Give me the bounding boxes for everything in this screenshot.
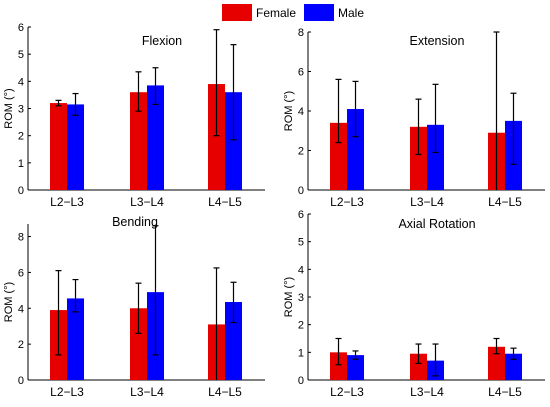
y-tick-label: 4 bbox=[298, 106, 304, 118]
y-tick-label: 2 bbox=[298, 146, 304, 158]
x-tick-label: L4−L5 bbox=[208, 385, 242, 399]
legend-swatch-female bbox=[222, 4, 252, 21]
chart-title: Flexion bbox=[142, 34, 182, 48]
y-tick-label: 8 bbox=[298, 27, 304, 39]
x-tick-label: L3−L4 bbox=[130, 195, 164, 209]
y-tick-label: 0 bbox=[18, 185, 24, 197]
y-tick-label: 3 bbox=[298, 292, 304, 304]
x-tick-label: L4−L5 bbox=[488, 195, 522, 209]
x-tick-label: L2−L3 bbox=[50, 385, 84, 399]
y-tick-label: 2 bbox=[298, 320, 304, 332]
chart-panel-bending: 0 2 4 6 8 ROM (°) Bending L2−L3 L3−L4 L4−L5 bbox=[3, 215, 265, 399]
chart-title: Axial Rotation bbox=[398, 217, 475, 231]
legend-label-male: Male bbox=[338, 6, 364, 20]
y-tick-label: 2 bbox=[18, 339, 24, 351]
y-axis-label: ROM (°) bbox=[3, 88, 15, 128]
y-tick-label: 5 bbox=[18, 49, 24, 61]
y-tick-label: 4 bbox=[298, 264, 304, 276]
bar-female-l2-l3 bbox=[330, 122, 348, 190]
y-tick-label: 6 bbox=[298, 209, 304, 221]
chart-title: Bending bbox=[112, 215, 158, 229]
y-tick-label: 6 bbox=[298, 67, 304, 79]
x-tick-label: L2−L3 bbox=[50, 195, 84, 209]
y-tick-label: 3 bbox=[18, 104, 24, 116]
bar-female-l2-l3 bbox=[50, 103, 68, 190]
y-tick-label: 6 bbox=[18, 22, 24, 34]
bar-male-l2-l3 bbox=[347, 109, 365, 190]
bar-female-l3-l4 bbox=[409, 353, 427, 380]
y-axis-label: ROM (°) bbox=[283, 277, 295, 317]
bar-male-l2-l3 bbox=[67, 104, 85, 190]
bar-male-l3-l4 bbox=[146, 85, 164, 190]
chart-panel-flexion: 0 1 2 3 4 5 6 ROM (°) Flexion L2−L3 L3−L4 L4−L5 bbox=[3, 22, 265, 209]
bar-female-l3-l4 bbox=[129, 92, 147, 190]
bar-male-l2-l3 bbox=[67, 298, 85, 380]
x-tick-label: L3−L4 bbox=[410, 385, 444, 399]
bar-male-l2-l3 bbox=[347, 355, 365, 380]
y-tick-label: 1 bbox=[18, 158, 24, 170]
x-tick-label: L4−L5 bbox=[488, 385, 522, 399]
y-tick-label: 0 bbox=[18, 375, 24, 387]
x-tick-label: L2−L3 bbox=[330, 385, 364, 399]
y-tick-label: 6 bbox=[18, 267, 24, 279]
y-tick-label: 4 bbox=[18, 76, 24, 88]
x-tick-label: L4−L5 bbox=[208, 195, 242, 209]
y-tick-label: 0 bbox=[298, 375, 304, 387]
bar-female-l4-l5 bbox=[487, 346, 505, 380]
chart-panel-extension: 0 2 4 6 8 ROM (°) Extension L2−L3 L3−L4 L4−L5 bbox=[283, 27, 545, 209]
bar-female-l3-l4 bbox=[409, 126, 427, 190]
legend-label-female: Female bbox=[256, 6, 296, 20]
bar-male-l3-l4 bbox=[426, 124, 444, 190]
chart-title: Extension bbox=[410, 34, 465, 48]
bar-female-l4-l5 bbox=[207, 84, 225, 190]
y-tick-label: 5 bbox=[298, 237, 304, 249]
legend: Female Male bbox=[222, 4, 364, 21]
y-axis-label: ROM (°) bbox=[283, 91, 295, 131]
y-tick-label: 8 bbox=[18, 232, 24, 244]
y-tick-label: 1 bbox=[298, 347, 304, 359]
bar-male-l4-l5 bbox=[224, 302, 242, 380]
x-tick-label: L2−L3 bbox=[330, 195, 364, 209]
chart-panel-axial-rotation: 0 1 2 3 4 5 6 ROM (°) Axial Rotation L2−L3 L3−L4 L4… bbox=[283, 209, 545, 399]
x-tick-label: L3−L4 bbox=[130, 385, 164, 399]
x-tick-label: L3−L4 bbox=[410, 195, 444, 209]
y-tick-label: 0 bbox=[298, 185, 304, 197]
y-tick-label: 2 bbox=[18, 131, 24, 143]
bar-male-l4-l5 bbox=[504, 353, 522, 380]
y-tick-label: 4 bbox=[18, 303, 24, 315]
legend-swatch-male bbox=[304, 4, 334, 21]
bar-male-l4-l5 bbox=[224, 92, 242, 190]
bar-female-l2-l3 bbox=[330, 352, 348, 380]
bar-female-l3-l4 bbox=[129, 308, 147, 380]
y-axis-label: ROM (°) bbox=[3, 282, 15, 322]
